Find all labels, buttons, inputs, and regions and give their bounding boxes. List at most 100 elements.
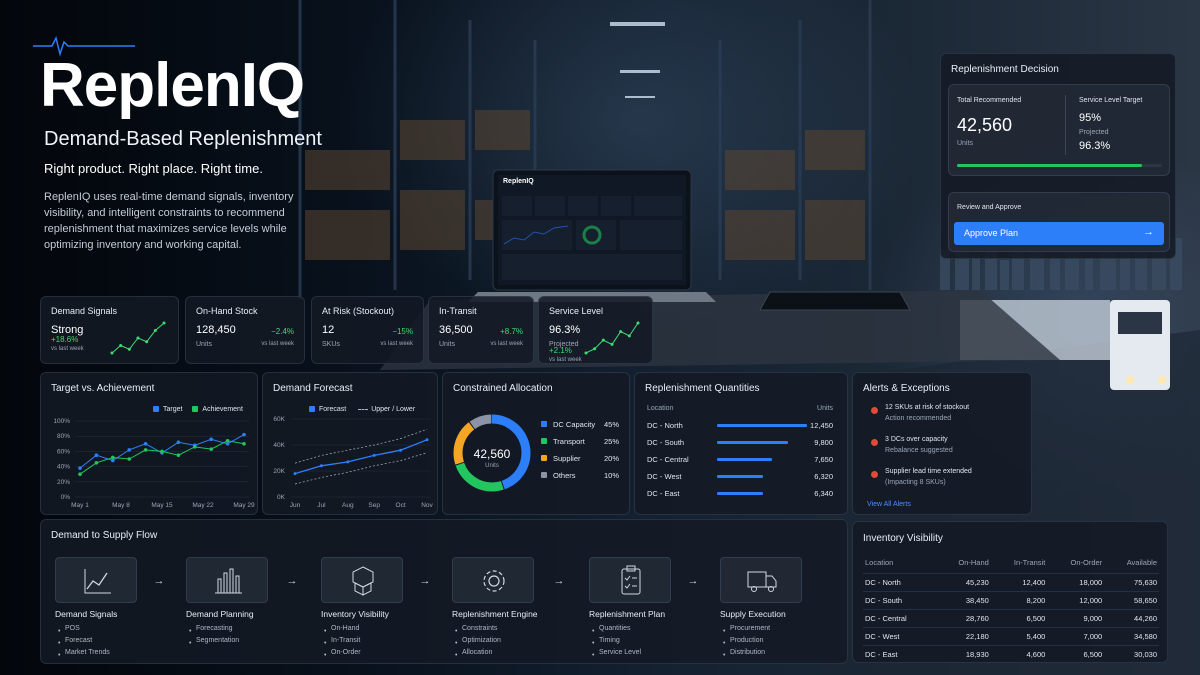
kpi-delta-note: vs last week (549, 357, 582, 363)
target-chart-title: Target vs. Achievement (51, 383, 155, 394)
flow-step-bullet: • (723, 628, 726, 635)
sparkline-point (119, 344, 123, 347)
legend-swatch (541, 421, 547, 427)
column-header: Location (865, 558, 894, 567)
alert-title[interactable]: Supplier lead time extended (885, 468, 972, 475)
flow-step-title: Demand Planning (186, 609, 254, 619)
sparkline (110, 321, 166, 355)
x-tick: Aug (342, 502, 354, 509)
flow-step-bullet: • (455, 652, 458, 659)
kpi-delta-note: vs last week (490, 341, 523, 347)
clipboard-icon (621, 565, 641, 595)
review-label: Review and Approve (957, 204, 1022, 211)
legend-pct: 25% (603, 437, 619, 446)
kpi-delta: +8.7% (500, 327, 523, 336)
allocation-donut (453, 414, 531, 492)
data-point (143, 448, 148, 452)
alerts-panel: Alerts & Exceptions 12 SKUs at risk of s… (852, 372, 1032, 515)
arrow-right-icon: → (1143, 226, 1154, 238)
arrow-right-icon: → (687, 575, 699, 587)
laptop-logo: ReplenIQ (503, 178, 534, 185)
flow-step-card (589, 557, 671, 603)
y-tick: 0K (277, 494, 286, 501)
alert-sub: Action recommended (885, 415, 952, 422)
brand-slogan: Right product. Right place. Right time. (44, 161, 263, 176)
table-cell: DC - South (863, 591, 936, 610)
y-tick: 20% (57, 479, 70, 486)
table-cell: 8,200 (990, 591, 1048, 610)
kpi-card: In-Transit 36,500 Units +8.7% vs last week (428, 296, 534, 364)
flow-step-title: Replenishment Plan (589, 609, 666, 619)
sparkline-point (610, 342, 614, 346)
legend-pct: 10% (603, 471, 619, 480)
flow-step-item: Forecast (65, 637, 93, 644)
kpi-label: At Risk (Stockout) (322, 306, 395, 316)
kpi-value: 12 (322, 324, 335, 336)
x-tick: Nov (421, 502, 433, 509)
flow-step-item: Procurement (730, 625, 771, 632)
kpi-delta: −15% (392, 327, 413, 336)
brand-tagline: Demand-Based Replenishment (44, 128, 322, 150)
trend-chart-icon (84, 569, 111, 594)
view-all-alerts-link[interactable]: View All Alerts (867, 501, 911, 508)
y-tick: 80% (57, 433, 70, 440)
data-point (209, 437, 213, 442)
kpi-card: On-Hand Stock 128,450 Units −2.4% vs last we… (185, 296, 305, 364)
flow-step-item: Distribution (730, 649, 766, 656)
forecast-legend: Forecast Upper / Lower (309, 406, 415, 413)
kpi-card: Service Level 96.3% Projected +2.1% vs last … (538, 296, 653, 364)
kpi-unit: SKUs (322, 341, 340, 348)
x-tick: May 1 (71, 502, 89, 509)
allocation-title: Constrained Allocation (453, 383, 553, 394)
approve-plan-button[interactable]: Approve Plan → (954, 222, 1164, 245)
qty-bar (717, 458, 773, 461)
flow-step-item: Allocation (462, 649, 493, 656)
data-point (293, 472, 297, 476)
kpi-delta-note: vs last week (261, 341, 294, 347)
table-row: DC - South 38,450 8,200 12,000 58,650 (863, 591, 1159, 610)
kpi-card: Demand Signals Strong +18.6% vs last week (40, 296, 179, 364)
flow-step-item: Constraints (462, 625, 498, 632)
x-tick: May 22 (192, 502, 214, 509)
table-cell: 58,650 (1104, 591, 1159, 610)
brand-name: ReplenIQ (40, 51, 305, 120)
table-cell: 75,630 (1104, 573, 1159, 592)
qty-location: DC - West (647, 472, 682, 481)
alert-title[interactable]: 12 SKUs at risk of stockout (885, 404, 970, 411)
forecast-series-1 (294, 429, 428, 464)
legend-bounds-swatch (358, 408, 369, 410)
flow-step-card (55, 557, 137, 603)
replenishment-decision-panel: Replenishment Decision Total Recommended… (940, 53, 1176, 259)
alert-title[interactable]: 3 DCs over capacity (885, 436, 948, 443)
qty-location: DC - North (647, 421, 683, 430)
constrained-allocation-panel: Constrained Allocation 42,560 Units DC C… (442, 372, 630, 515)
sparkline-point (601, 338, 605, 342)
table-cell: 7,000 (1047, 627, 1105, 646)
kpi-delta-note: vs last week (380, 341, 413, 347)
data-point (111, 455, 115, 460)
flow-step-title: Inventory Visibility (321, 609, 389, 619)
flow-step-item: Timing (599, 637, 620, 644)
brand-description: ReplenIQ uses real-time demand signals, … (44, 191, 294, 251)
flow-step-title: Demand Signals (55, 609, 118, 619)
target-vs-achievement-panel: Target vs. Achievement Target Achievemen… (40, 372, 258, 515)
y-tick: 40% (57, 464, 70, 471)
column-header: In-Transit (1013, 558, 1046, 567)
sparkline-point (627, 334, 631, 338)
total-label: Total Recommended (957, 97, 1022, 104)
sparkline-point (636, 321, 640, 325)
legend-label: DC Capacity (553, 420, 596, 429)
data-point (127, 457, 131, 461)
projected-value: 96.3% (1079, 140, 1111, 152)
x-tick: May 8 (112, 502, 130, 509)
data-point (346, 460, 350, 464)
table-row: DC - North 45,230 12,400 18,000 75,630 (863, 573, 1159, 592)
table-cell: 12,400 (990, 573, 1048, 592)
inventory-table: Location On-Hand In-Transit On-Order Availab… (863, 556, 1159, 663)
sparkline-point (136, 336, 140, 340)
sparkline-point (153, 329, 157, 332)
demand-forecast-panel: Demand Forecast Forecast Upper / Lower 6… (262, 372, 438, 515)
flow-step-item: Optimization (462, 637, 501, 644)
donut-slice (453, 414, 531, 492)
arrow-right-icon: → (153, 575, 165, 587)
